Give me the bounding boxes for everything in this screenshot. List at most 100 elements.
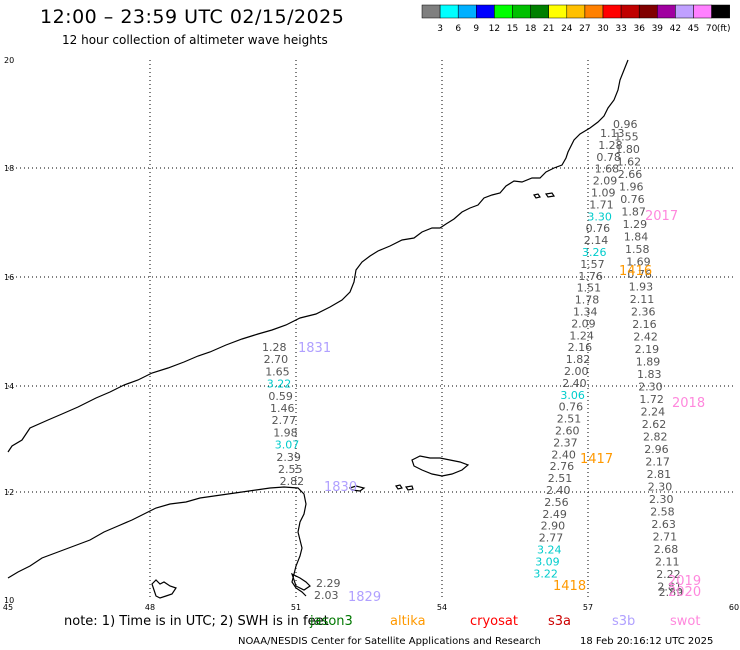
colorbar-label: 36 (633, 24, 645, 34)
track-value: 0.76 (559, 401, 584, 414)
track-value: 1.71 (589, 198, 614, 211)
track-value: 2.51 (557, 413, 582, 426)
track-value: 2.16 (568, 341, 593, 354)
track-value: 2.55 (278, 463, 303, 476)
track-value: 2.56 (544, 496, 569, 509)
track-value: 2.62 (642, 418, 667, 431)
legend-row: note: 1) Time is in UTC; 2) SWH is in fe… (64, 614, 713, 647)
colorbar-swatch (439, 4, 459, 19)
track-value: 0.76 (620, 193, 645, 206)
track-value: 1.28 (262, 341, 287, 354)
track-value: 2.71 (653, 531, 678, 544)
colorbar-swatch (675, 4, 694, 19)
colorbar-label: 33 (615, 24, 626, 34)
colorbar-swatch (476, 4, 495, 19)
track-value: 2.09 (571, 317, 596, 330)
lon-label: 57 (583, 603, 593, 612)
legend-jason3: jason3 (309, 614, 353, 629)
page-title: 12:00 – 23:59 UTC 02/15/2025 (40, 6, 345, 28)
track-value: 2.11 (655, 556, 680, 569)
colorbar-label: 27 (579, 24, 590, 34)
colorbar-swatch (638, 4, 658, 19)
colorbar-label: 21 (543, 24, 554, 34)
track-value: 2.30 (648, 481, 673, 494)
track-value: 2.96 (644, 443, 669, 456)
track-value: 2.60 (555, 425, 580, 438)
colorbar-swatch (457, 4, 477, 19)
page-subtitle: 12 hour collection of altimeter wave hei… (62, 33, 328, 47)
track-value: 2.40 (546, 484, 571, 497)
track-value: 1.68 (595, 163, 620, 176)
track-value: 1.28 (598, 139, 623, 152)
track-value: 2.89 (659, 586, 684, 599)
colorbar-label: 42 (670, 24, 681, 34)
colorbar-swatch (657, 4, 676, 19)
colorbar-label: 24 (561, 24, 573, 34)
colorbar-label: 3 (437, 24, 443, 34)
lon-label: 51 (291, 603, 301, 612)
track-value: 2.39 (276, 451, 301, 464)
track-value: 3.06 (560, 389, 585, 402)
track-value: 2.81 (657, 581, 682, 594)
track-value: 1.69 (626, 256, 651, 269)
lon-label: 48 (145, 603, 155, 612)
legend-s3b: s3b (612, 614, 635, 629)
track-value: 2.11 (630, 293, 655, 306)
track-value: 0.59 (268, 390, 293, 403)
track-value: 3.22 (267, 378, 292, 391)
track-value: 2.77 (272, 414, 297, 427)
track-value: 2.14 (584, 234, 609, 247)
track-value: 1.09 (591, 187, 616, 200)
lat-label: 14 (4, 382, 14, 391)
track-value: 2.82 (643, 431, 668, 444)
track-value: 2.77 (539, 532, 564, 545)
legend-cryosat: cryosat (470, 614, 518, 629)
track-value: 3.09 (535, 555, 560, 568)
track-value: 0.78 (596, 151, 621, 164)
colorbar-swatch (548, 4, 568, 19)
track-value: 2.63 (651, 518, 676, 531)
color-bar: 3 6 9 12 15 18 21 24 27 30 33 36 39 42 45 70 (ft) (421, 4, 730, 34)
track-value: 1.89 (636, 356, 661, 369)
colorbar-label: 45 (688, 24, 699, 34)
track-value: 1.76 (578, 270, 603, 283)
track-value: 2.29 (316, 577, 341, 590)
pass-label-1830: 1830 (324, 480, 357, 495)
track-value: 2.16 (632, 318, 657, 331)
track-value: 2.00 (564, 365, 589, 378)
pass-label-2020: 2020 (668, 585, 701, 600)
track-value: 1.65 (265, 365, 290, 378)
colorbar-label: 70 (706, 24, 718, 34)
track-value: 1.72 (639, 393, 664, 406)
track-value: 1.55 (614, 131, 639, 144)
track-value: 2.19 (635, 343, 660, 356)
lat-label: 10 (4, 596, 14, 605)
colorbar-swatch (602, 4, 622, 19)
track-value: 2.66 (618, 168, 643, 181)
track-value: 2.68 (654, 543, 679, 556)
track-value: 2.76 (550, 460, 575, 473)
lat-label: 16 (4, 273, 14, 282)
pass-label-1831: 1831 (298, 341, 331, 356)
colorbar-swatch (620, 4, 640, 19)
track-value: 2.09 (593, 175, 618, 188)
track-value: 2.40 (551, 448, 576, 461)
colorbar-swatch (584, 4, 604, 19)
track-value: 2.30 (638, 381, 663, 394)
track-value: 1.87 (621, 206, 646, 219)
track-value: 3.22 (533, 567, 558, 580)
track-value: 1.24 (569, 329, 594, 342)
track-value: 1.84 (624, 231, 649, 244)
colorbar-label: 6 (455, 24, 461, 34)
colorbar-label: 12 (489, 24, 500, 34)
track-value: 2.90 (541, 520, 566, 533)
track-value: 2.36 (631, 306, 656, 319)
colorbar-swatch (530, 4, 549, 19)
track-value: 1.98 (273, 426, 298, 439)
track-value: 1.83 (637, 368, 662, 381)
track-value: 2.24 (641, 406, 666, 419)
track-value: 3.24 (537, 544, 562, 557)
